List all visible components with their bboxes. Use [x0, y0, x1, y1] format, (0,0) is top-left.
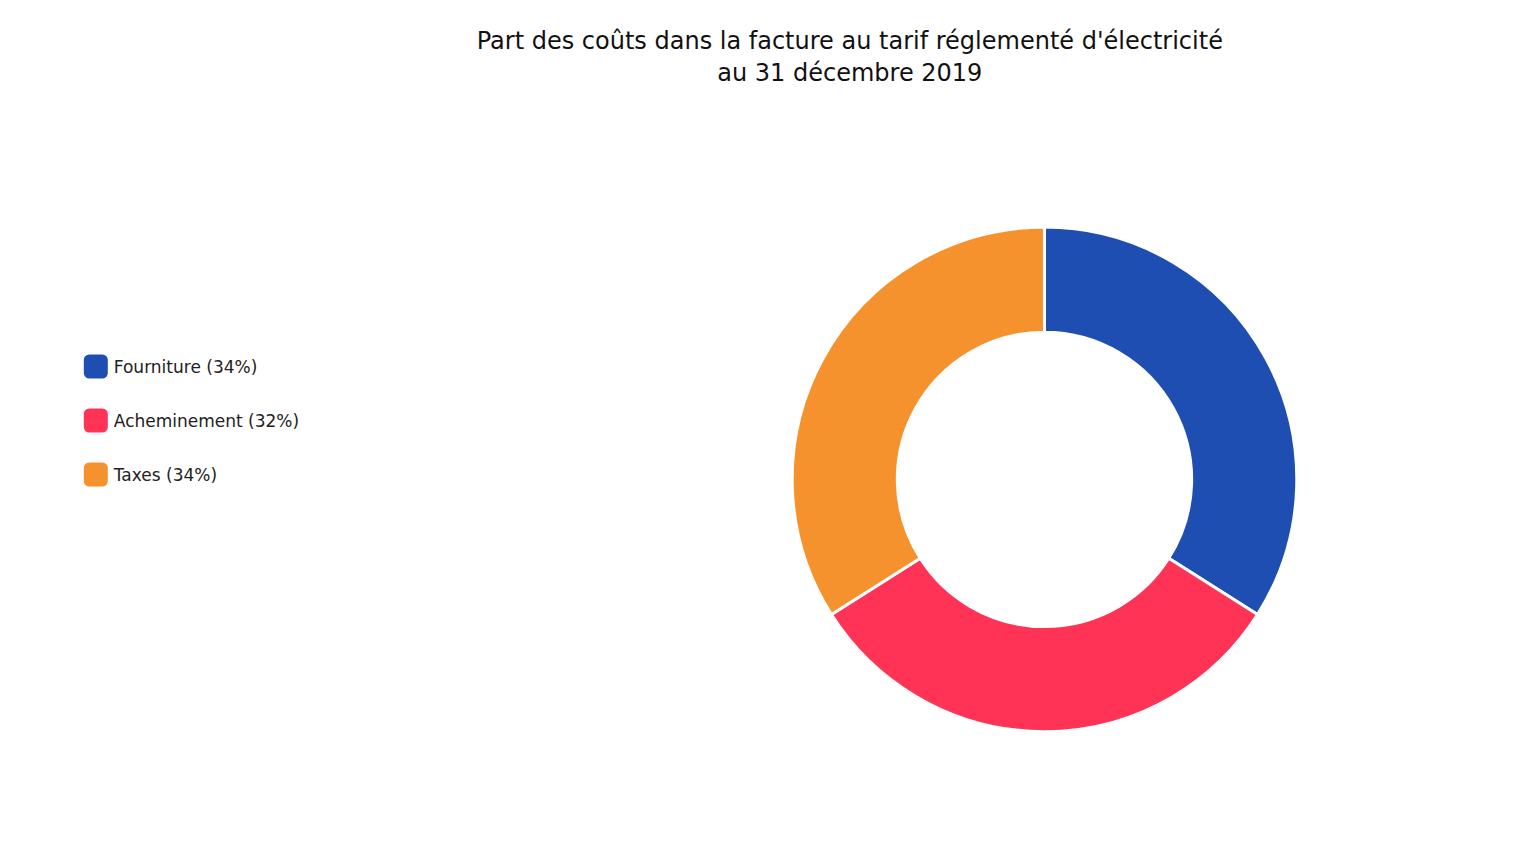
svg-text:Fourniture (34%): Fourniture (34%)	[114, 357, 258, 377]
svg-text:Part des coûts dans la facture: Part des coûts dans la facture au tarif …	[477, 27, 1223, 55]
svg-text:Acheminement (32%): Acheminement (32%)	[114, 411, 299, 431]
svg-text:au 31 décembre 2019: au 31 décembre 2019	[717, 59, 982, 87]
svg-text:Taxes (34%): Taxes (34%)	[113, 465, 217, 485]
